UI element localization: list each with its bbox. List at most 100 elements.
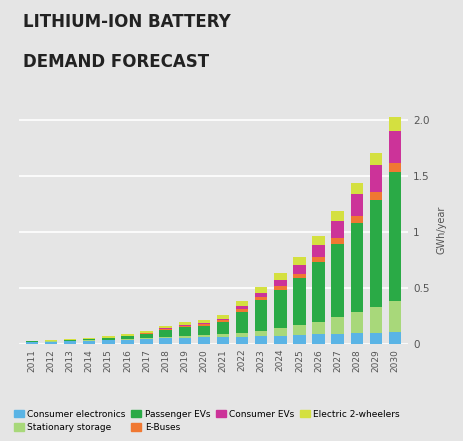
Bar	[235, 306, 248, 309]
Bar	[331, 317, 343, 334]
Bar	[83, 339, 95, 340]
Bar	[25, 342, 38, 344]
Bar	[312, 262, 324, 321]
Bar	[293, 265, 305, 273]
Bar	[197, 337, 210, 344]
Bar	[388, 332, 400, 344]
Bar	[312, 321, 324, 334]
Bar	[350, 194, 362, 216]
Bar	[274, 280, 286, 286]
Bar	[274, 286, 286, 290]
Bar	[159, 338, 171, 344]
Bar	[235, 311, 248, 333]
Bar	[388, 301, 400, 332]
Bar	[216, 318, 229, 320]
Legend: Consumer electronics, Stationary storage, Passenger EVs, E-Buses, Consumer EVs, : Consumer electronics, Stationary storage…	[14, 410, 399, 432]
Bar	[216, 320, 229, 322]
Bar	[350, 312, 362, 333]
Bar	[159, 326, 171, 328]
Bar	[216, 334, 229, 337]
Bar	[178, 336, 191, 338]
Bar	[83, 338, 95, 339]
Bar	[64, 340, 76, 341]
Bar	[235, 302, 248, 306]
Bar	[140, 331, 152, 333]
Bar	[121, 339, 133, 340]
Bar	[255, 292, 267, 297]
Bar	[331, 334, 343, 344]
Bar	[274, 336, 286, 344]
Bar	[121, 336, 133, 339]
Bar	[235, 337, 248, 344]
Bar	[388, 163, 400, 172]
Bar	[159, 328, 171, 329]
Bar	[83, 340, 95, 344]
Bar	[369, 165, 381, 192]
Text: LITHIUM-ION BATTERY: LITHIUM-ION BATTERY	[23, 13, 231, 31]
Bar	[216, 337, 229, 344]
Bar	[140, 338, 152, 339]
Bar	[255, 297, 267, 300]
Bar	[178, 322, 191, 325]
Bar	[159, 337, 171, 338]
Bar	[274, 328, 286, 336]
Bar	[45, 341, 57, 344]
Bar	[140, 334, 152, 338]
Bar	[102, 340, 114, 344]
Bar	[388, 117, 400, 131]
Bar	[197, 324, 210, 326]
Bar	[102, 338, 114, 340]
Bar	[293, 257, 305, 265]
Bar	[350, 223, 362, 312]
Bar	[369, 153, 381, 165]
Bar	[197, 335, 210, 337]
Bar	[331, 221, 343, 238]
Bar	[140, 339, 152, 344]
Bar	[255, 336, 267, 344]
Bar	[369, 200, 381, 307]
Bar	[350, 183, 362, 194]
Bar	[159, 330, 171, 337]
Bar	[197, 326, 210, 335]
Bar	[159, 329, 171, 330]
Bar	[178, 325, 191, 326]
Bar	[369, 333, 381, 344]
Bar	[312, 245, 324, 257]
Bar	[255, 287, 267, 292]
Bar	[312, 236, 324, 245]
Bar	[216, 315, 229, 318]
Bar	[331, 238, 343, 244]
Bar	[350, 333, 362, 344]
Bar	[388, 172, 400, 301]
Bar	[312, 334, 324, 344]
Bar	[293, 325, 305, 335]
Text: DEMAND FORECAST: DEMAND FORECAST	[23, 53, 209, 71]
Bar	[255, 331, 267, 336]
Bar	[140, 333, 152, 334]
Bar	[331, 211, 343, 221]
Bar	[255, 300, 267, 331]
Bar	[121, 340, 133, 344]
Bar	[293, 278, 305, 325]
Bar	[312, 257, 324, 262]
Bar	[369, 307, 381, 333]
Bar	[197, 323, 210, 324]
Bar	[235, 333, 248, 337]
Y-axis label: GWh/year: GWh/year	[436, 205, 446, 254]
Bar	[216, 322, 229, 334]
Bar	[197, 320, 210, 323]
Bar	[178, 338, 191, 344]
Bar	[293, 335, 305, 344]
Bar	[274, 290, 286, 328]
Bar	[350, 216, 362, 223]
Bar	[331, 244, 343, 317]
Bar	[274, 273, 286, 280]
Bar	[64, 341, 76, 344]
Bar	[235, 309, 248, 311]
Bar	[178, 327, 191, 336]
Bar	[293, 273, 305, 278]
Bar	[178, 326, 191, 327]
Bar	[388, 131, 400, 163]
Bar	[121, 334, 133, 336]
Bar	[369, 192, 381, 200]
